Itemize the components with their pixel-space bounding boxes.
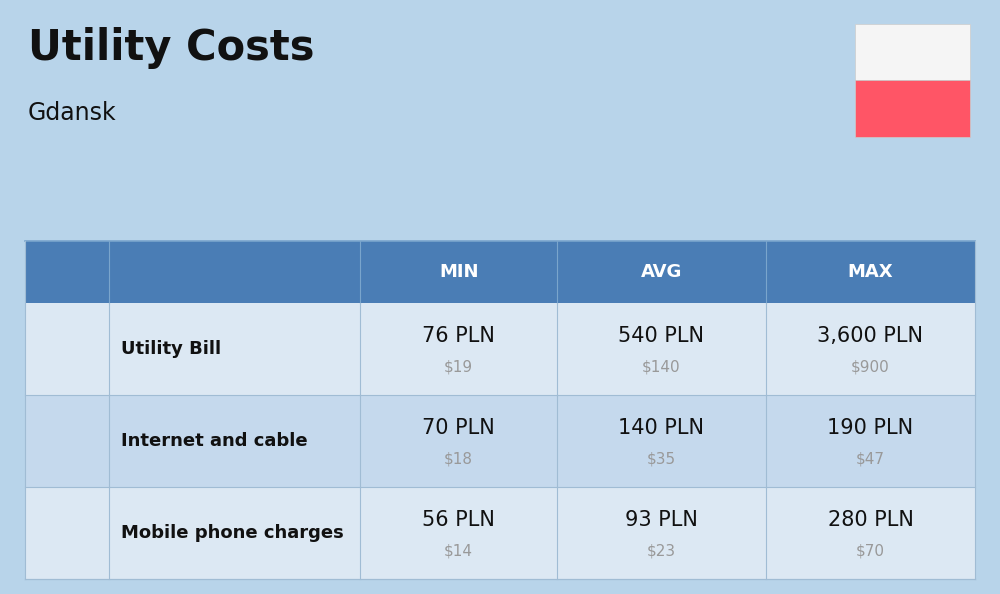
Text: MIN: MIN xyxy=(439,263,478,281)
FancyBboxPatch shape xyxy=(57,516,63,523)
Text: 140 PLN: 140 PLN xyxy=(618,418,704,438)
FancyBboxPatch shape xyxy=(63,527,69,535)
Text: 3,600 PLN: 3,600 PLN xyxy=(817,326,923,346)
Text: 76 PLN: 76 PLN xyxy=(422,326,495,346)
Text: Internet and cable: Internet and cable xyxy=(121,432,307,450)
FancyBboxPatch shape xyxy=(75,527,82,535)
FancyBboxPatch shape xyxy=(69,516,76,523)
Text: $47: $47 xyxy=(856,451,885,466)
FancyBboxPatch shape xyxy=(63,516,69,523)
FancyBboxPatch shape xyxy=(69,527,76,535)
Text: $70: $70 xyxy=(856,544,885,558)
Text: 540 PLN: 540 PLN xyxy=(618,326,704,346)
FancyBboxPatch shape xyxy=(75,516,82,523)
Text: $19: $19 xyxy=(444,359,473,375)
Text: Utility Bill: Utility Bill xyxy=(121,340,221,358)
Text: 190 PLN: 190 PLN xyxy=(827,418,914,438)
FancyBboxPatch shape xyxy=(43,443,91,457)
Circle shape xyxy=(71,335,82,343)
Text: $14: $14 xyxy=(444,544,473,558)
FancyBboxPatch shape xyxy=(51,510,82,556)
Text: $35: $35 xyxy=(647,451,676,466)
Text: $23: $23 xyxy=(647,544,676,558)
FancyBboxPatch shape xyxy=(57,527,63,535)
Text: Gdansk: Gdansk xyxy=(28,101,117,125)
Circle shape xyxy=(65,331,88,346)
Bar xyxy=(70,356,92,367)
Text: MAX: MAX xyxy=(848,263,893,281)
Text: Utility Costs: Utility Costs xyxy=(28,27,314,69)
Text: 93 PLN: 93 PLN xyxy=(625,510,698,530)
Text: $900: $900 xyxy=(851,359,890,375)
Text: AVG: AVG xyxy=(641,263,682,281)
Text: $140: $140 xyxy=(642,359,681,375)
Text: $18: $18 xyxy=(444,451,473,466)
Text: Mobile phone charges: Mobile phone charges xyxy=(121,524,343,542)
Text: 70 PLN: 70 PLN xyxy=(422,418,495,438)
Bar xyxy=(56,517,78,548)
Text: 56 PLN: 56 PLN xyxy=(422,510,495,530)
Bar xyxy=(44,341,62,355)
Text: 280 PLN: 280 PLN xyxy=(828,510,913,530)
